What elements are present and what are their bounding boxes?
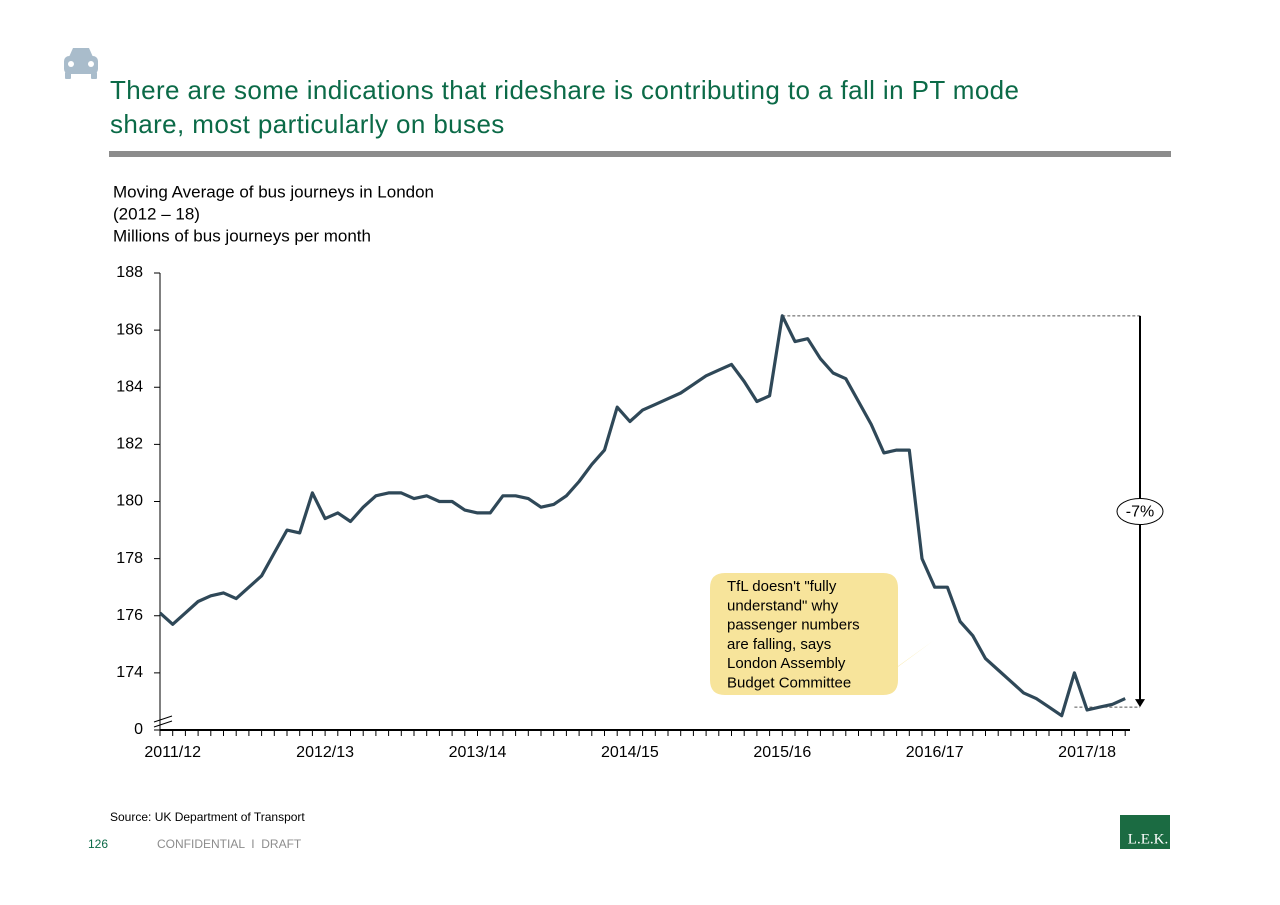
car-icon [64,48,98,79]
y-tick-label: 174 [116,664,143,681]
plot: 0 174 176 178 180 182 184 186 188 2011/12 2012/13 2… [116,264,1164,761]
page-number: 126 [88,837,108,851]
chart-subtitle: (2012 – 18) [113,204,200,223]
callout-text: are falling, says [727,636,831,653]
axis-break [153,715,173,728]
data-line [158,314,1126,718]
x-tick-label: 2013/14 [449,744,507,761]
callout-text: Budget Committee [727,674,851,691]
title-rule [109,151,1171,157]
title: There are some indications that rideshar… [110,75,1019,105]
x-tick-label: 2012/13 [296,744,354,761]
x-tick-label: 2015/16 [753,744,811,761]
callout-text: London Assembly [727,655,846,672]
x-tick-label: 2011/12 [144,744,201,761]
x-tick-label: 2016/17 [906,744,964,761]
callout-box [710,573,933,695]
chart-units: Millions of bus journeys per month [113,226,371,245]
change-label: -7% [1126,504,1154,521]
callout-text: passenger numbers [727,617,860,634]
arrow-head [1135,699,1145,708]
change-badge [1116,497,1164,525]
logo: L.E.K. [1128,831,1168,847]
source: Source: UK Department of Transport [110,810,305,824]
y-tick-label: 176 [116,607,143,624]
y-tick-label: 188 [116,264,143,281]
y-tick-label: 0 [134,721,143,738]
y-tick-label: 182 [116,436,143,453]
y-tick-label: 186 [116,321,143,338]
chart-title: Moving Average of bus journeys in London [113,182,434,201]
x-tick-label: 2014/15 [601,744,659,761]
y-tick-label: 180 [116,493,143,510]
x-tick-label: 2017/18 [1058,744,1116,761]
y-tick-label: 178 [116,550,143,567]
callout-text: understand" why [727,597,839,614]
title: share, most particularly on buses [110,109,505,139]
y-tick-label: 184 [116,378,143,395]
logo-box [1120,815,1170,849]
confidentiality: CONFIDENTIAL I DRAFT [157,837,302,851]
callout-text: TfL doesn't "fully [727,578,837,595]
